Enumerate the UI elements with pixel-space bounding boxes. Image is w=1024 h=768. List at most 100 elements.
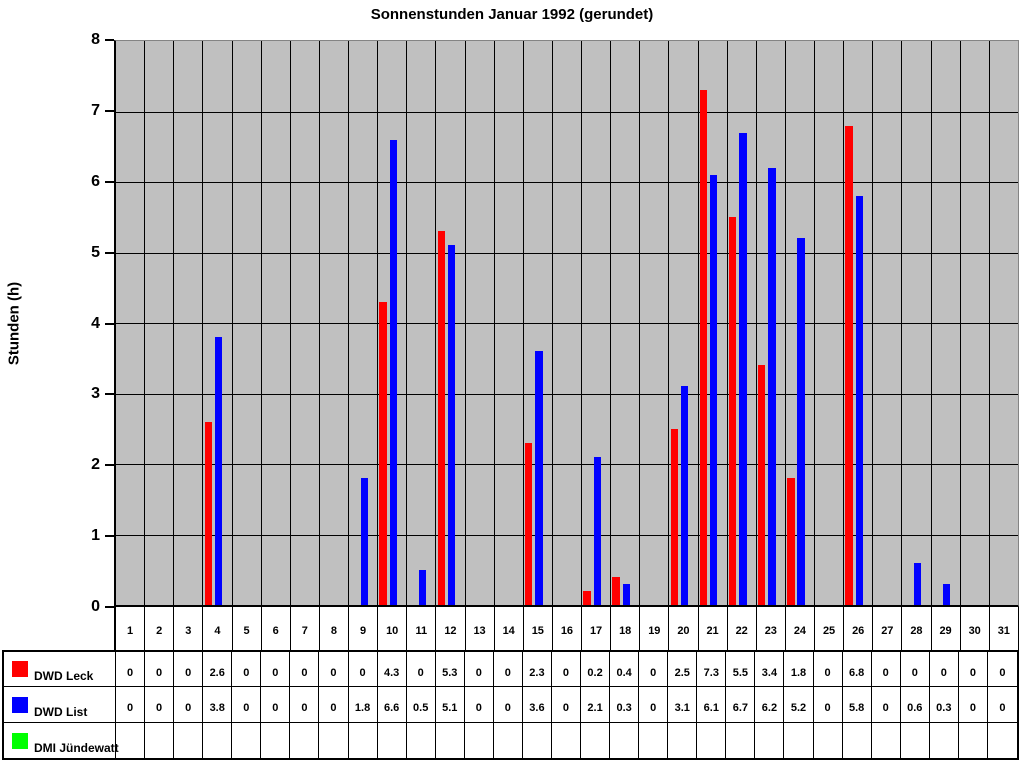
day-header-7: 7 [291,607,320,650]
value-cell-dwd-list-day-7: 0 [290,687,320,723]
y-tick-label-2: 2 [91,456,100,474]
day-header-14: 14 [495,607,524,650]
plot-column-day-29 [932,41,961,605]
bar-dwd-leck-day-20 [670,428,679,605]
legend-cell-dmi-jündewatt: DMI Jündewatt [4,722,119,758]
value-cell-dmi-jündewatt-day-31 [988,723,1017,758]
plot-column-day-4 [203,41,233,605]
value-cell-dwd-list-day-12: 5.1 [435,687,465,723]
day-header-21: 21 [699,607,728,650]
bar-dwd-leck-day-10 [379,301,387,605]
day-header-27: 27 [873,607,903,650]
value-cell-dwd-leck-day-10: 4.3 [377,652,407,688]
value-cell-dwd-leck-day-28: 0 [900,652,930,688]
y-tick-2 [105,464,114,467]
value-cell-dmi-jündewatt-day-24 [784,722,814,758]
value-cell-dmi-jündewatt-day-2 [145,722,175,758]
value-cell-dwd-leck-day-29: 0 [929,652,959,688]
value-cell-dwd-leck-day-17: 0.2 [581,652,611,688]
bar-dwd-leck-day-22 [728,217,737,605]
value-cell-dmi-jündewatt-day-30 [959,722,988,758]
value-cell-dwd-leck-day-4: 2.6 [203,652,233,688]
bar-dwd-list-day-17 [593,456,601,605]
day-header-15: 15 [524,607,553,650]
value-cell-dwd-list-day-13: 0 [464,687,494,723]
value-cell-dwd-list-day-26: 5.8 [842,687,872,723]
value-cell-dmi-jündewatt-day-9 [349,722,378,758]
plot-column-day-13 [466,41,495,605]
value-cell-dwd-list-day-3: 0 [174,687,204,723]
value-cell-dwd-leck-day-27: 0 [871,652,901,688]
y-axis-label: Stunden (h) [5,281,23,366]
plot-column-day-9 [349,41,379,605]
value-cell-dmi-jündewatt-day-22 [726,722,756,758]
plot-column-day-14 [495,41,524,605]
value-cell-dwd-leck-day-18: 0.4 [610,652,640,688]
value-cell-dmi-jündewatt-day-12 [436,722,465,758]
bar-dwd-list-day-28 [913,562,922,605]
day-header-30: 30 [961,607,990,650]
y-tick-label-6: 6 [91,172,100,190]
value-cell-dwd-list-day-29: 0.3 [929,687,959,723]
plot-column-day-17 [582,41,612,605]
gridline-y-7 [116,111,1018,113]
value-cell-dmi-jündewatt-day-13 [465,722,494,758]
value-cell-dmi-jündewatt-day-16 [552,722,582,758]
value-cell-dwd-list-day-11: 0.5 [406,687,436,723]
value-cell-dwd-leck-day-3: 0 [174,652,204,688]
value-cell-dwd-leck-day-19: 0 [639,652,669,688]
day-header-20: 20 [669,607,699,650]
value-cell-dmi-jündewatt-day-26 [843,722,872,758]
bar-dwd-list-day-21 [710,174,718,605]
value-cell-dmi-jündewatt-day-8 [319,722,349,758]
plot-column-day-22 [728,41,757,605]
value-cell-dmi-jündewatt-day-29 [930,722,959,758]
value-cell-dwd-leck-day-15: 2.3 [522,652,552,688]
value-cell-dwd-leck-day-30: 0 [958,652,988,688]
plot-column-day-24 [786,41,815,605]
y-tick-label-5: 5 [91,243,100,261]
value-cell-dwd-list-day-24: 5.2 [784,687,814,723]
y-tick-label-3: 3 [91,385,100,403]
value-cell-dwd-leck-day-31: 0 [987,652,1017,688]
y-tick-6 [105,180,114,183]
day-header-29: 29 [932,607,961,650]
y-tick-4 [105,322,114,325]
bar-dwd-list-day-23 [768,167,776,605]
value-cell-dwd-leck-day-23: 3.4 [755,652,785,688]
value-cell-dwd-list-day-1: 0 [116,687,146,723]
value-cell-dmi-jündewatt-day-3 [174,722,204,758]
plot-columns [116,41,1018,605]
chart-title: Sonnenstunden Januar 1992 (gerundet) [370,6,654,23]
series-name: DWD Leck [34,669,94,684]
value-cell-dmi-jündewatt-day-28 [901,722,930,758]
value-cell-dwd-leck-day-14: 0 [493,652,523,688]
gridline-y-5 [116,252,1018,254]
plot-column-day-11 [407,41,437,605]
bar-dwd-list-day-9 [360,478,368,605]
day-header-3: 3 [174,607,204,650]
plot-column-day-2 [145,41,175,605]
y-tick-5 [105,251,114,254]
day-header-31: 31 [997,624,1010,637]
y-axis-tick-labels: 0 1 2 3 4 5 6 7 8 [58,32,100,615]
value-cell-dmi-jündewatt-day-23 [755,722,785,758]
day-header-16: 16 [553,607,582,650]
day-header-9: 9 [349,607,379,650]
day-header-6: 6 [262,607,291,650]
day-header-11: 11 [407,607,437,650]
value-cell-dwd-leck-day-20: 2.5 [668,652,698,688]
bar-dwd-list-day-18 [622,583,631,605]
legend-swatch-icon [12,732,28,749]
legend-cell-dwd-leck: DWD Leck [4,652,116,688]
plot-column-day-12 [436,41,466,605]
value-cell-dwd-list-day-31: 0 [987,687,1017,723]
value-cell-dwd-leck-day-21: 7.3 [697,652,727,688]
bar-dwd-list-day-4 [214,337,223,605]
value-cell-dwd-list-day-4: 3.8 [203,687,233,723]
value-cell-dwd-list-day-22: 6.7 [726,687,756,723]
y-tick-label-4: 4 [91,314,100,332]
gridline-y-1 [116,534,1018,536]
day-header-25: 25 [815,607,845,650]
day-number-header-row: 1 2 3 4 5 6 7 8 9 10 11 12 13 14 15 16 17 18 19 20 21 22 23 24 2… [114,607,1019,650]
